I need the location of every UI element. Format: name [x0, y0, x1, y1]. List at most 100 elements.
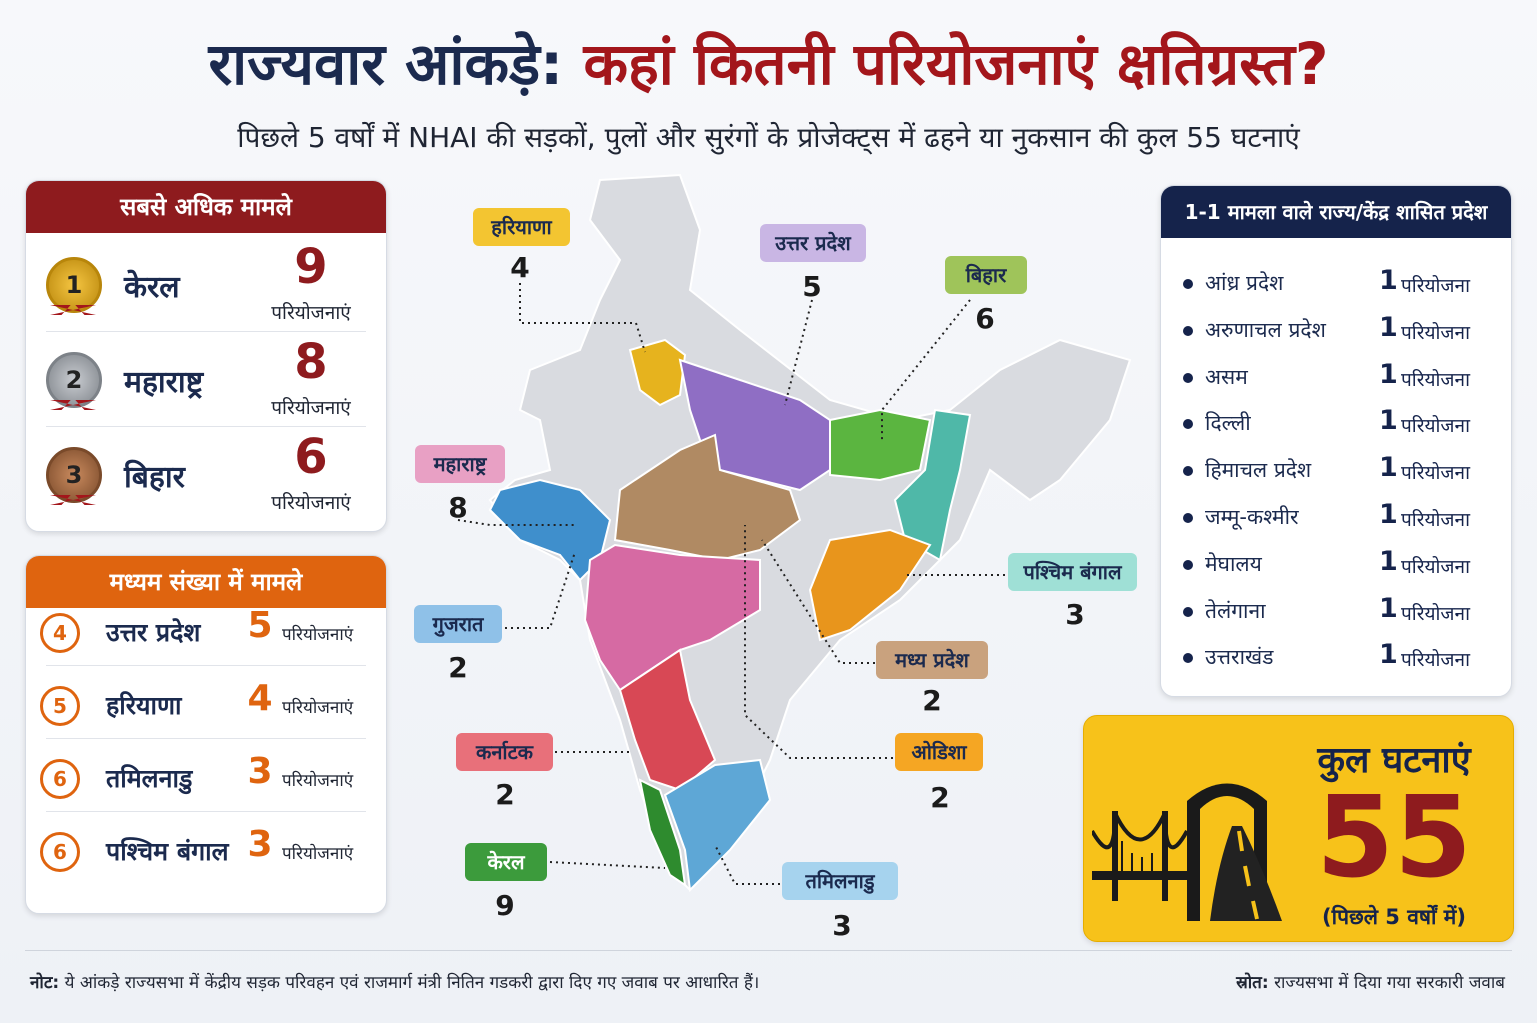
- state-name: उत्तर प्रदेश: [106, 618, 201, 647]
- row-divider: [46, 426, 366, 427]
- label-box: [415, 445, 505, 483]
- state-name: दिल्ली: [1205, 411, 1251, 436]
- label-state: पश्चिम बंगाल: [1022, 560, 1123, 584]
- count: 1: [1379, 545, 1398, 577]
- map-shapes: [488, 173, 1132, 893]
- bullet: [1183, 325, 1193, 336]
- unit: परियोजना: [1401, 649, 1470, 672]
- connector: [744, 525, 893, 759]
- connector: [519, 283, 646, 353]
- bullet: [1183, 653, 1193, 664]
- rank-badge: 6: [40, 832, 80, 872]
- row-divider: [46, 665, 366, 666]
- title: राज्यवार आंकड़े: कहां कितनी परियोजनाएं क…: [0, 22, 1537, 101]
- footer-note: नोट: ये आंकड़े राज्यसभा में केंद्रीय सड़…: [30, 970, 759, 993]
- unit: परियोजना: [1401, 602, 1470, 625]
- footer-rule: [25, 950, 1512, 951]
- unit: परियोजना: [1401, 368, 1470, 391]
- state-name: तमिलनाडु: [106, 764, 193, 793]
- label-count: 4: [510, 251, 529, 284]
- medal: 1: [46, 257, 102, 313]
- label-box: [456, 733, 553, 771]
- state-name: हिमाचल प्रदेश: [1205, 458, 1312, 483]
- unit: परियोजनाएं: [282, 844, 354, 864]
- label-box: [782, 862, 898, 900]
- unit: परियोजना: [1401, 321, 1470, 344]
- count: 1: [1379, 452, 1398, 484]
- label-state: महाराष्ट्र: [433, 452, 488, 476]
- count: 8: [294, 334, 328, 390]
- panel-title: सबसे अधिक मामले: [26, 181, 386, 233]
- ribbon: [50, 495, 96, 505]
- footer-source: स्रोत: राज्यसभा में दिया गया सरकारी जवाब: [1236, 970, 1505, 993]
- state-name: उत्तराखंड: [1205, 645, 1274, 670]
- connector: [505, 551, 576, 629]
- bullet: [1183, 372, 1193, 383]
- total-title: कुल घटनाएं: [1317, 740, 1471, 781]
- unit: परियोजनाएं: [282, 698, 354, 718]
- state-name: जम्मू-कश्मीर: [1205, 505, 1299, 529]
- bullet: [1183, 279, 1193, 289]
- row-divider: [46, 738, 366, 739]
- unit: परियोजना: [1401, 462, 1470, 485]
- label-state: कर्नाटक: [475, 740, 535, 764]
- count: 9: [294, 239, 328, 295]
- label-box: [1008, 553, 1137, 591]
- connector: [714, 844, 780, 885]
- connector: [881, 299, 971, 440]
- state-name: पश्चिम बंगाल: [106, 837, 229, 866]
- medium-cases-panel: मध्यम संख्या में मामले 4 उत्तर प्रदेश 5 परि…: [25, 555, 387, 914]
- ribbon: [50, 400, 96, 410]
- label-box: [760, 224, 866, 262]
- count: 5: [247, 605, 273, 646]
- top-cases-panel: सबसे अधिक मामले 1 केरल 9 परियोजनाएं 2 महाराष्…: [25, 180, 387, 532]
- count: 1: [1379, 358, 1398, 390]
- bridge-tunnel-icon: [1092, 783, 1282, 921]
- total-note: (पिछले 5 वर्षों में): [1322, 905, 1466, 929]
- count: 6: [294, 429, 328, 485]
- state-name: महाराष्ट्र: [124, 365, 204, 400]
- label-state: मध्य प्रदेश: [894, 648, 970, 672]
- label-state: ओडिशा: [911, 740, 967, 764]
- state-name: हरियाणा: [106, 691, 182, 720]
- label-count: 5: [802, 270, 821, 303]
- bullet: [1183, 466, 1193, 477]
- label-box: [876, 641, 988, 679]
- state-name: तेलंगाना: [1205, 598, 1266, 623]
- bullet: [1183, 606, 1193, 617]
- row-divider: [46, 811, 366, 812]
- panel-title: 1-1 मामला वाले राज्य/केंद्र शासित प्रदेश: [1161, 186, 1511, 238]
- connector: [457, 519, 577, 526]
- connector: [549, 861, 666, 869]
- label-state: हरियाणा: [490, 215, 552, 239]
- rank-badge: 6: [40, 759, 80, 799]
- connector: [784, 299, 813, 406]
- count: 3: [247, 751, 273, 792]
- label-count: 2: [448, 651, 467, 684]
- bullet: [1183, 419, 1193, 430]
- medal: 3: [46, 447, 102, 503]
- bullet: [1183, 513, 1193, 523]
- state-name: मेघालय: [1205, 551, 1262, 576]
- single-cases-panel: 1-1 मामला वाले राज्य/केंद्र शासित प्रदेश…: [1160, 185, 1512, 697]
- source-label: स्रोत:: [1236, 973, 1269, 993]
- label-count: 3: [1065, 598, 1084, 631]
- count: 1: [1379, 639, 1398, 671]
- rank-badge: 5: [40, 686, 80, 726]
- unit: परियोजना: [1401, 275, 1470, 297]
- label-box: [473, 208, 570, 246]
- count: 1: [1379, 311, 1398, 343]
- title-part: राज्यवार आंकड़े:: [208, 30, 564, 98]
- connector: [761, 539, 875, 664]
- subtitle: पिछले 5 वर्षों में NHAI की सड़कों, पुलों…: [237, 121, 1300, 154]
- unit: परियोजनाएं: [271, 492, 351, 514]
- row-divider: [46, 331, 366, 332]
- label-count: 2: [922, 684, 941, 717]
- source-text: राज्यसभा में दिया गया सरकारी जवाब: [1274, 973, 1505, 993]
- note-text: ये आंकड़े राज्यसभा में केंद्रीय सड़क परि…: [64, 973, 760, 993]
- count: 1: [1379, 265, 1398, 296]
- medal: 2: [46, 352, 102, 408]
- label-state: उत्तर प्रदेश: [774, 231, 852, 255]
- label-state: तमिलनाडु: [804, 869, 875, 894]
- unit: परियोजना: [1401, 555, 1470, 578]
